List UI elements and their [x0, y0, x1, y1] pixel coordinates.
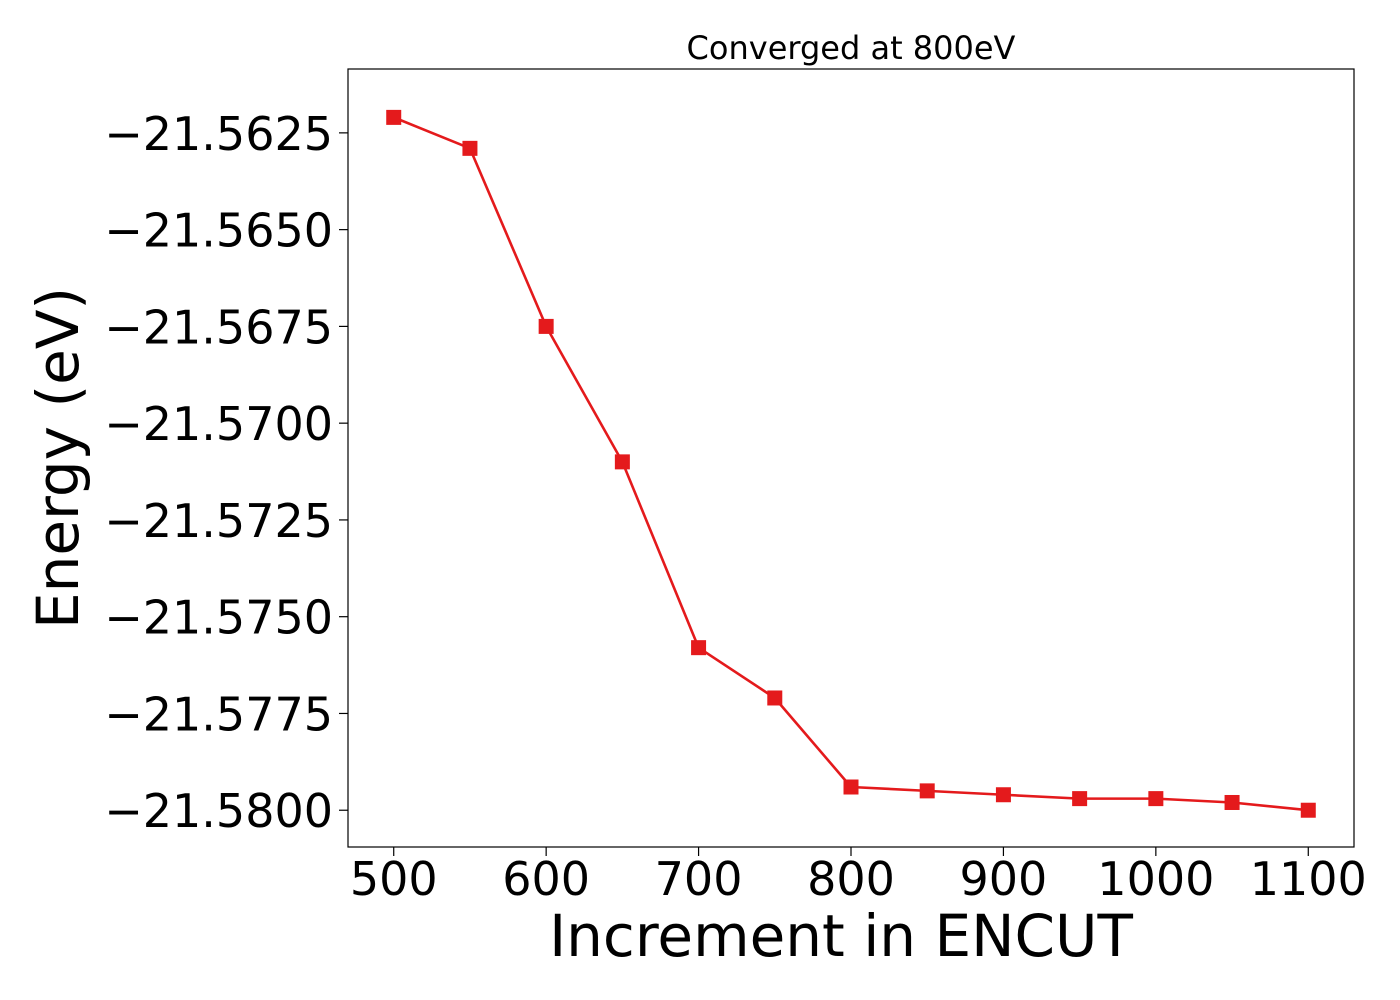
y-tick-label: −21.5800: [104, 784, 333, 838]
x-axis-ticks: 500 600 700 800 900 1000 1100: [350, 847, 1367, 906]
data-point-marker: [1148, 791, 1164, 807]
y-tick-label: −21.5775: [104, 687, 333, 741]
y-axis-ticks: −21.5625 −21.5650 −21.5675 −21.5700 −21.5725…: [104, 107, 348, 838]
y-tick-label: −21.5650: [104, 204, 333, 258]
y-tick-label: −21.5750: [104, 591, 333, 645]
data-point-marker: [1072, 791, 1088, 807]
x-axis-label: Increment in ENCUT: [549, 902, 1133, 970]
data-point-marker: [767, 690, 783, 706]
data-point-marker: [995, 787, 1011, 803]
y-tick-label: −21.5725: [104, 494, 333, 548]
x-tick-label: 800: [807, 852, 895, 906]
data-point-marker: [614, 454, 630, 470]
data-point-marker: [843, 779, 859, 795]
series-layer: [386, 109, 1316, 818]
data-point-marker: [462, 140, 478, 156]
x-tick-label: 600: [502, 852, 590, 906]
data-point-marker: [1224, 794, 1240, 810]
data-point-marker: [538, 318, 554, 334]
y-tick-label: −21.5675: [104, 300, 333, 354]
x-tick-label: 500: [350, 852, 438, 906]
x-tick-label: 700: [655, 852, 743, 906]
y-axis-label: Energy (eV): [24, 287, 92, 629]
x-tick-label: 1100: [1250, 852, 1367, 906]
x-tick-label: 1000: [1097, 852, 1214, 906]
data-point-marker: [386, 109, 402, 125]
chart-title: Converged at 800eV: [687, 29, 1016, 67]
data-point-marker: [1300, 802, 1316, 818]
y-tick-label: −21.5700: [104, 397, 333, 451]
y-tick-label: −21.5625: [104, 107, 333, 161]
data-point-marker: [691, 640, 707, 656]
x-tick-label: 900: [960, 852, 1048, 906]
data-point-marker: [919, 783, 935, 799]
